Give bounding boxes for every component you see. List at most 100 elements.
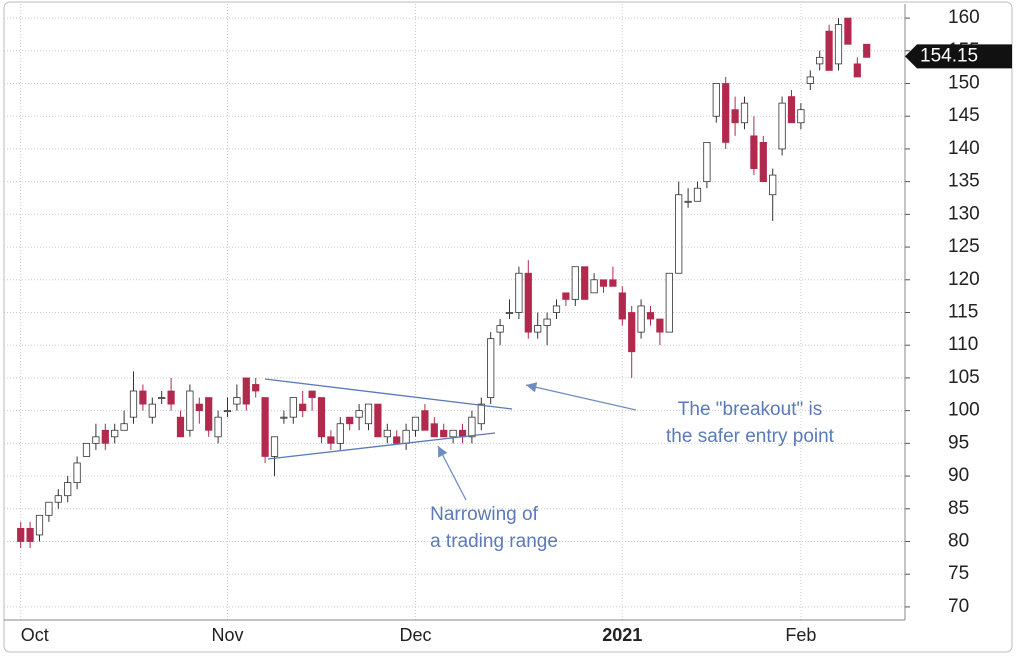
y-tick-label: 150: [948, 73, 980, 94]
candle-body: [45, 501, 53, 516]
candle-body: [242, 377, 250, 405]
candle-body: [477, 403, 485, 425]
candle-body: [289, 397, 297, 418]
arrow: [525, 382, 637, 411]
x-tick-label: 2021: [602, 625, 642, 645]
candle-body: [703, 141, 711, 183]
candle-body: [618, 292, 626, 320]
candle-body: [430, 423, 438, 438]
candle-body: [129, 390, 138, 418]
candle-body: [543, 318, 551, 326]
y-tick-label: 70: [948, 596, 969, 617]
candle-body: [825, 30, 833, 71]
y-tick-label: 105: [948, 367, 980, 388]
trend-line: [267, 432, 496, 460]
candle-body: [581, 266, 589, 300]
y-tick-label: 140: [948, 138, 980, 159]
price-tag-label: 154.15: [920, 45, 978, 66]
y-tick-label: 75: [948, 563, 969, 584]
candle-body: [383, 429, 391, 438]
candle-body: [722, 83, 730, 143]
candle-body: [505, 312, 514, 314]
candle-body: [769, 174, 777, 196]
x-tick-label: Dec: [399, 625, 431, 645]
candle-body: [261, 397, 269, 457]
candle-body: [863, 43, 871, 58]
y-tick-label: 145: [948, 105, 980, 126]
candle-body: [675, 194, 683, 274]
candle-body: [92, 436, 100, 444]
annotation: the safer entry point: [666, 426, 835, 447]
candle-body: [646, 312, 655, 320]
annotations: The "breakout" is the safer entry point …: [264, 378, 835, 552]
candle-body: [54, 495, 62, 503]
candle-body: [628, 312, 636, 353]
candle-body: [487, 338, 495, 398]
candle-body: [17, 528, 25, 542]
candle-body: [759, 141, 767, 183]
trend-line: [264, 378, 513, 410]
candle-body: [731, 109, 739, 124]
candle-body: [797, 109, 805, 124]
x-tick-label: Nov: [211, 625, 243, 645]
candle-body: [101, 429, 109, 444]
candle-body: [26, 528, 34, 542]
annotation: Narrowing of: [430, 504, 538, 525]
candle-body: [787, 96, 796, 124]
y-tick-label: 125: [948, 236, 980, 257]
candle-body: [364, 403, 373, 425]
candle-body: [233, 397, 241, 405]
candle-body: [590, 279, 598, 294]
candle-body: [693, 187, 702, 202]
y-tick-label: 95: [948, 432, 969, 453]
candle-body: [158, 397, 166, 399]
candle-body: [637, 305, 645, 333]
y-tick-label: 85: [948, 498, 969, 519]
candle-body: [393, 436, 401, 444]
candle-body: [750, 135, 758, 169]
candle-body: [73, 462, 81, 484]
candle-body: [336, 423, 344, 444]
candle-body: [176, 416, 185, 438]
plot: 70 75 80 85 90 95 100 105 110 115 120 125 130 135 140 1…: [4, 4, 1012, 645]
candle-body: [599, 279, 608, 287]
candle-body: [778, 102, 786, 150]
candle-body: [834, 24, 843, 65]
annotation: a trading range: [430, 531, 558, 552]
candle-body: [468, 416, 476, 438]
annotation: The "breakout" is: [678, 399, 822, 420]
candle-body: [252, 384, 260, 392]
candle-body: [308, 390, 316, 398]
candle-body: [712, 83, 720, 117]
candle-body: [355, 410, 363, 418]
candle-body: [299, 403, 307, 412]
y-tick-label: 100: [948, 400, 980, 421]
candle-body: [844, 17, 852, 45]
arrow: [437, 445, 467, 501]
x-tick-label: Feb: [785, 625, 816, 645]
y-tick-label: 90: [948, 465, 969, 486]
candle-body: [280, 416, 288, 419]
candle-body: [609, 279, 617, 287]
candle-body: [195, 403, 203, 412]
y-tick-label: 80: [948, 531, 969, 552]
candle-body: [656, 318, 664, 333]
candle-body: [552, 305, 561, 313]
candle-body: [223, 410, 232, 413]
y-tick-label: 120: [948, 269, 980, 290]
candle-body: [421, 410, 429, 431]
x-tick-label: Oct: [21, 625, 49, 645]
candle-body: [317, 397, 326, 438]
candle-body: [524, 272, 532, 333]
price-tag: [905, 44, 1012, 69]
y-tick-label: 115: [948, 302, 978, 323]
candle-body: [167, 390, 175, 405]
candle-body: [402, 429, 410, 444]
y-tick-label: 160: [948, 7, 980, 28]
candle-body: [411, 416, 420, 431]
candle-body: [111, 429, 119, 438]
candle-body: [327, 436, 335, 444]
y-tick-label: 130: [948, 203, 980, 224]
candle-body: [816, 56, 824, 65]
